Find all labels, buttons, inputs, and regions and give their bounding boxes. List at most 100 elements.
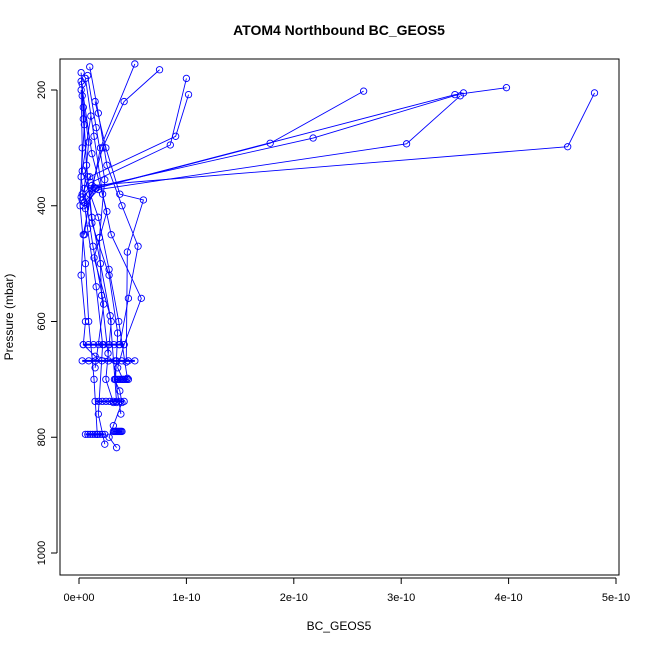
data-point xyxy=(90,375,98,384)
data-point xyxy=(134,242,142,250)
marker-cluster xyxy=(91,397,128,406)
data-point xyxy=(116,397,125,406)
x-axis-label: BC_GEOS5 xyxy=(307,619,372,633)
data-point xyxy=(590,89,599,97)
data-point xyxy=(107,231,115,239)
data-point xyxy=(103,207,111,216)
data-point xyxy=(91,364,99,372)
data-point xyxy=(120,97,128,106)
series-line xyxy=(84,87,507,204)
data-point xyxy=(79,340,87,349)
data-point xyxy=(104,349,112,357)
series-line xyxy=(89,66,139,345)
y-tick-label: 200 xyxy=(36,81,48,99)
data-point xyxy=(564,143,572,151)
x-tick-label: 0e+00 xyxy=(64,592,95,604)
data-series xyxy=(80,84,511,207)
y-tick-label: 600 xyxy=(36,312,48,330)
x-tick-label: 2e-10 xyxy=(280,592,308,604)
x-tick-label: 1e-10 xyxy=(172,592,200,604)
series-line xyxy=(85,90,364,209)
data-point xyxy=(95,397,103,406)
data-point xyxy=(85,138,93,146)
data-series xyxy=(77,77,121,407)
data-point xyxy=(100,340,108,349)
data-series xyxy=(80,66,164,239)
series-line xyxy=(87,75,109,354)
data-point xyxy=(120,340,128,349)
data-point xyxy=(98,430,107,439)
data-point xyxy=(116,190,124,198)
data-series xyxy=(78,90,193,198)
data-point xyxy=(84,340,93,349)
y-tick-label: 1000 xyxy=(36,541,48,565)
data-point xyxy=(83,71,92,80)
data-point xyxy=(114,364,122,372)
x-tick-label: 3e-10 xyxy=(387,592,415,604)
data-point xyxy=(106,312,114,320)
series-line xyxy=(84,78,142,380)
data-point xyxy=(102,375,110,384)
data-point xyxy=(402,140,411,148)
y-tick-label: 400 xyxy=(36,197,48,215)
data-point xyxy=(166,141,174,149)
data-point xyxy=(266,139,274,147)
data-point xyxy=(182,74,191,83)
data-point xyxy=(131,357,139,365)
chart-title: ATOM4 Northbound BC_GEOS5 xyxy=(233,22,445,38)
data-point xyxy=(77,77,85,85)
data-point xyxy=(112,444,121,452)
marker-cluster xyxy=(79,340,128,349)
data-point xyxy=(309,134,317,142)
data-point xyxy=(89,242,97,250)
data-point xyxy=(86,63,94,71)
data-point xyxy=(105,340,113,349)
data-point xyxy=(110,340,118,349)
data-point xyxy=(98,190,107,198)
data-point xyxy=(91,397,99,406)
data-point xyxy=(94,410,102,418)
y-axis: 200 400 600 800 1000 xyxy=(36,81,58,565)
data-point xyxy=(109,397,117,406)
data-point xyxy=(123,248,131,256)
data-point xyxy=(77,68,85,77)
data-point xyxy=(93,430,102,439)
data-point xyxy=(88,219,96,227)
data-point xyxy=(92,184,100,193)
data-point xyxy=(124,294,133,302)
data-series xyxy=(78,112,131,382)
data-point xyxy=(76,202,84,210)
data-point xyxy=(137,294,145,302)
data-point xyxy=(101,176,109,184)
data-point xyxy=(89,340,98,349)
data-point xyxy=(80,184,89,193)
data-point xyxy=(94,213,102,221)
x-tick-label: 4e-10 xyxy=(495,592,523,604)
data-series xyxy=(78,89,599,204)
data-point xyxy=(90,254,98,262)
data-point xyxy=(77,86,85,94)
data-point xyxy=(124,375,133,384)
data-point xyxy=(101,440,109,448)
data-series xyxy=(91,97,148,366)
data-point xyxy=(78,92,86,100)
data-point xyxy=(89,430,97,439)
y-tick-label: 800 xyxy=(36,428,48,446)
data-point xyxy=(105,397,114,406)
data-point xyxy=(118,202,126,210)
data-point xyxy=(87,112,95,120)
data-point xyxy=(103,161,111,169)
data-point xyxy=(116,387,124,395)
data-point xyxy=(91,430,99,439)
data-point xyxy=(98,397,107,406)
data-point xyxy=(96,430,104,439)
data-point xyxy=(81,430,90,439)
data-point xyxy=(117,410,125,418)
data-point xyxy=(98,144,107,152)
data-point xyxy=(105,271,113,279)
marker-cluster xyxy=(109,427,126,436)
data-point xyxy=(94,340,103,349)
data-point xyxy=(78,167,86,175)
data-point xyxy=(102,397,110,406)
